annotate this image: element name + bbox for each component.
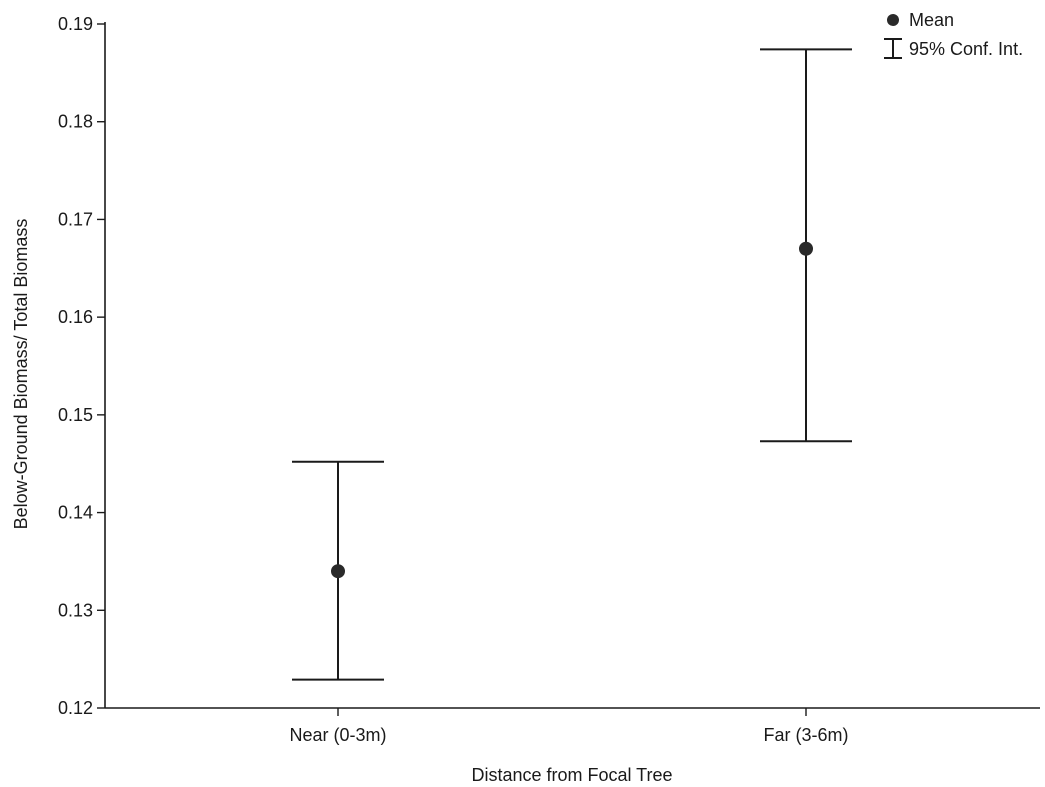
y-tick-label: 0.17 bbox=[58, 209, 93, 229]
mean-point bbox=[799, 242, 813, 256]
y-tick-label: 0.14 bbox=[58, 503, 93, 523]
y-tick-label: 0.19 bbox=[58, 14, 93, 34]
axes bbox=[105, 22, 1040, 708]
x-tick-label: Near (0-3m) bbox=[289, 725, 386, 745]
marks bbox=[292, 49, 852, 679]
x-ticks: Near (0-3m) Far (3-6m) bbox=[289, 708, 848, 745]
legend-ci-marker bbox=[884, 39, 902, 58]
legend-mean-label: Mean bbox=[909, 10, 954, 30]
y-ticks: 0.12 0.13 0.14 0.15 0.16 0.17 0.18 0.19 bbox=[58, 14, 105, 718]
x-axis-title: Distance from Focal Tree bbox=[471, 765, 672, 785]
y-tick-label: 0.12 bbox=[58, 698, 93, 718]
y-axis-title: Below-Ground Biomass/ Total Biomass bbox=[11, 219, 31, 530]
legend: Mean 95% Conf. Int. bbox=[884, 10, 1023, 59]
legend-mean-marker bbox=[887, 14, 899, 26]
x-tick-label: Far (3-6m) bbox=[764, 725, 849, 745]
y-tick-label: 0.15 bbox=[58, 405, 93, 425]
y-tick-label: 0.18 bbox=[58, 112, 93, 132]
mean-point bbox=[331, 564, 345, 578]
y-tick-label: 0.13 bbox=[58, 600, 93, 620]
legend-ci-label: 95% Conf. Int. bbox=[909, 39, 1023, 59]
y-tick-label: 0.16 bbox=[58, 307, 93, 327]
